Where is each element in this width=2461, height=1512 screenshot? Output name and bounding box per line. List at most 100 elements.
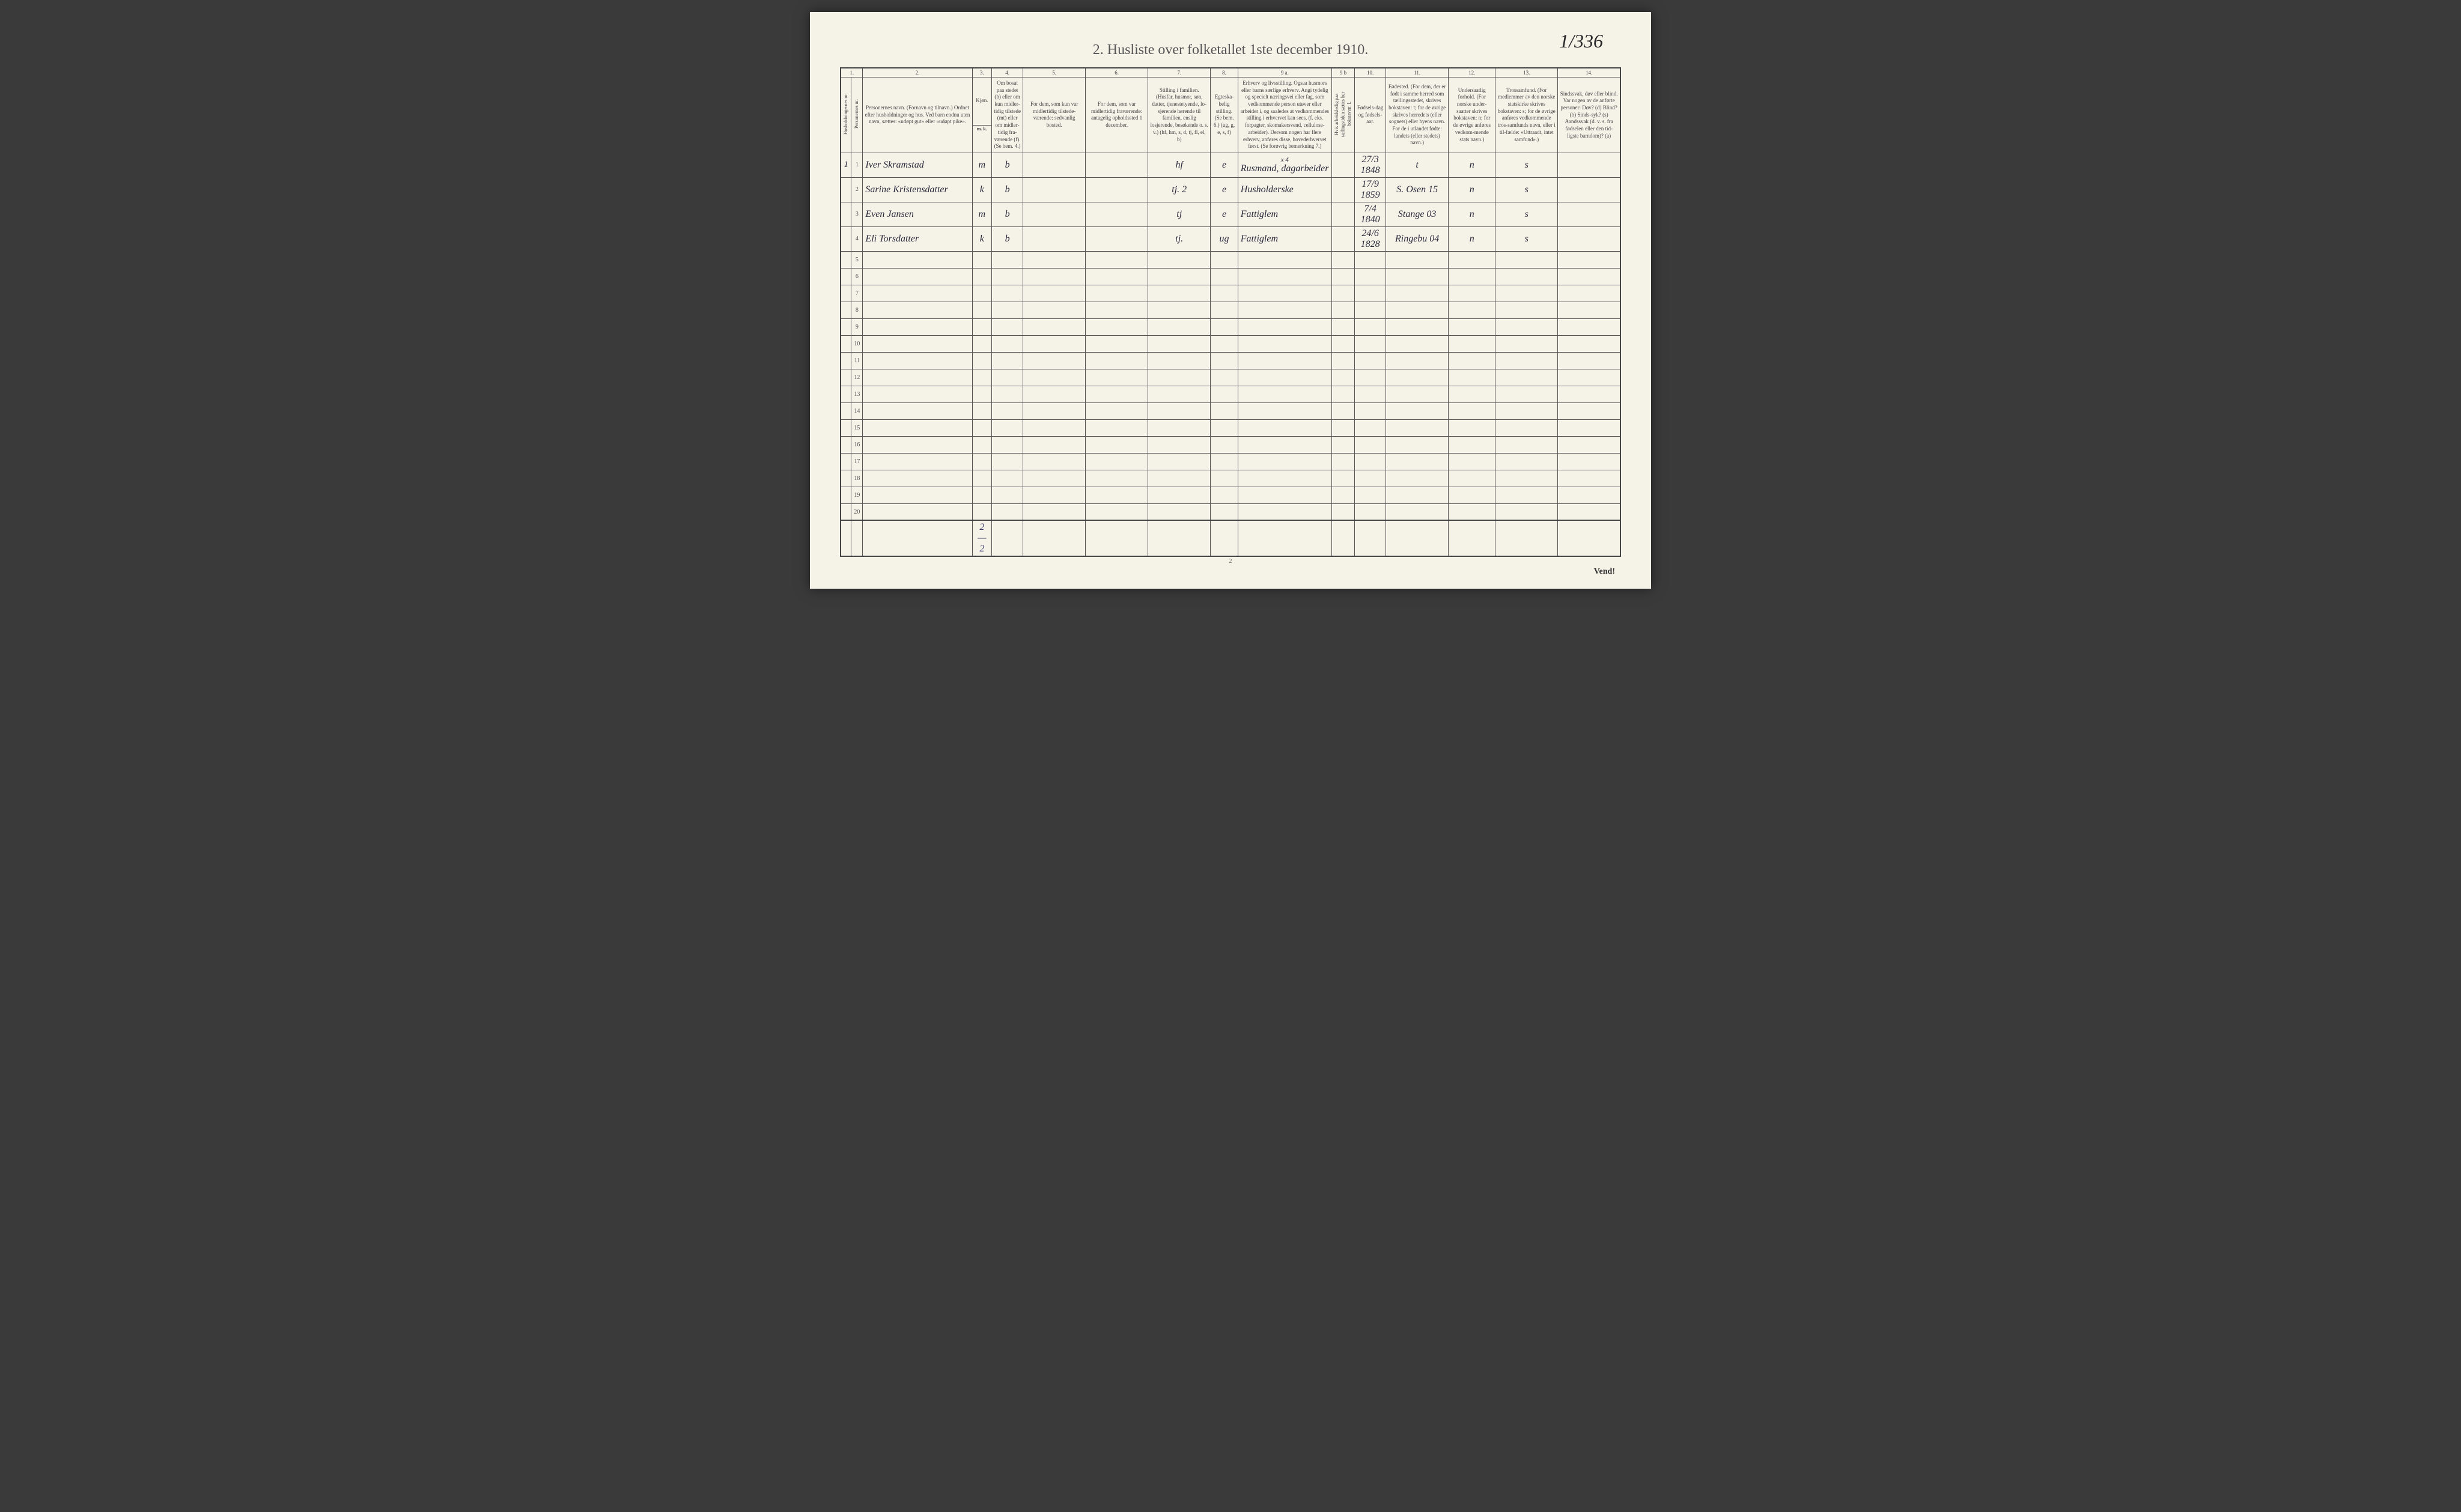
cell-birth: 27/3 1848: [1355, 153, 1386, 177]
table-row-empty: 7: [841, 285, 1620, 302]
cell-empty: [1086, 503, 1148, 520]
cell-household: [841, 386, 851, 402]
cell-empty: [1211, 335, 1238, 352]
cell-empty: [1023, 251, 1086, 268]
cell-empty: [1086, 386, 1148, 402]
colnum-9a: 9 a.: [1238, 68, 1331, 77]
cell-person-nr: 7: [851, 285, 863, 302]
cell-empty: [992, 285, 1023, 302]
cell-empty: [972, 352, 992, 369]
cell-person-nr: 10: [851, 335, 863, 352]
colnum-9b: 9 b: [1331, 68, 1354, 77]
cell-empty: [1449, 520, 1495, 556]
cell-empty: [1331, 386, 1354, 402]
cell-empty: [1238, 503, 1331, 520]
cell-empty: [1023, 335, 1086, 352]
colnum-12: 12.: [1449, 68, 1495, 77]
cell-empty: [972, 470, 992, 487]
cell-occupation: Fattiglem: [1238, 202, 1331, 226]
cell-empty: [992, 268, 1023, 285]
table-row-empty: 19: [841, 487, 1620, 503]
cell-empty: [972, 487, 992, 503]
table-body: 11Iver Skramstadmbhfex 4Rusmand, dagarbe…: [841, 153, 1620, 556]
turn-page-label: Vend!: [1594, 567, 1615, 577]
cell-birthplace: t: [1386, 153, 1449, 177]
cell-empty: [1386, 503, 1449, 520]
cell-empty: [863, 402, 972, 419]
colnum-7: 7.: [1148, 68, 1211, 77]
cell-empty: [1449, 251, 1495, 268]
cell-empty: [1355, 386, 1386, 402]
cell-empty: [972, 453, 992, 470]
table-row: 11Iver Skramstadmbhfex 4Rusmand, dagarbe…: [841, 153, 1620, 177]
cell-temp-absent: [1086, 177, 1148, 202]
cell-empty: [1331, 318, 1354, 335]
cell-empty: [1023, 453, 1086, 470]
cell-empty: [1355, 436, 1386, 453]
cell-nationality: n: [1449, 177, 1495, 202]
cell-empty: [863, 251, 972, 268]
cell-empty: [1558, 352, 1620, 369]
cell-empty: [1355, 487, 1386, 503]
cell-empty: [1086, 302, 1148, 318]
cell-empty: [972, 386, 992, 402]
cell-empty: [1331, 436, 1354, 453]
cell-totals: 2 — 2: [972, 520, 992, 556]
cell-empty: [1086, 318, 1148, 335]
cell-empty: [1449, 503, 1495, 520]
cell-empty: [992, 302, 1023, 318]
cell-empty: [1211, 318, 1238, 335]
cell-family-position: hf: [1148, 153, 1211, 177]
table-row: 4Eli Torsdatterkbtj.ugFattiglem24/6 1828…: [841, 226, 1620, 251]
cell-empty: [1449, 369, 1495, 386]
cell-empty: [992, 335, 1023, 352]
cell-empty: [1386, 335, 1449, 352]
cell-empty: [1495, 386, 1558, 402]
cell-person-nr: 3: [851, 202, 863, 226]
cell-temp-present: [1023, 177, 1086, 202]
cell-empty: [863, 268, 972, 285]
cell-empty: [1238, 470, 1331, 487]
cell-empty: [1355, 369, 1386, 386]
cell-family-position: tj.: [1148, 226, 1211, 251]
cell-empty: [1331, 335, 1354, 352]
colnum-14: 14.: [1558, 68, 1620, 77]
cell-household: [841, 177, 851, 202]
cell-empty: [1211, 352, 1238, 369]
table-row-empty: 9: [841, 318, 1620, 335]
cell-empty: [1148, 302, 1211, 318]
cell-empty: [1386, 352, 1449, 369]
cell-unemployed: [1331, 177, 1354, 202]
cell-empty: [1449, 268, 1495, 285]
cell-empty: [851, 520, 863, 556]
cell-empty: [972, 503, 992, 520]
cell-empty: [1386, 419, 1449, 436]
cell-empty: [1386, 470, 1449, 487]
cell-name: Iver Skramstad: [863, 153, 972, 177]
cell-disability: [1558, 226, 1620, 251]
cell-empty: [1148, 352, 1211, 369]
cell-empty: [992, 402, 1023, 419]
cell-household: [841, 419, 851, 436]
cell-empty: [972, 335, 992, 352]
cell-empty: [1086, 436, 1148, 453]
colnum-4: 4.: [992, 68, 1023, 77]
header-temp-present: For dem, som kun var midlertidig tilsted…: [1023, 77, 1086, 153]
cell-household: 1: [841, 153, 851, 177]
cell-marital: e: [1211, 153, 1238, 177]
cell-empty: [1331, 503, 1354, 520]
cell-empty: [863, 470, 972, 487]
cell-empty: [1331, 402, 1354, 419]
header-religion: Trossamfund. (For medlemmer av den norsk…: [1495, 77, 1558, 153]
cell-empty: [1331, 268, 1354, 285]
header-household-nr: Husholdningernes nr.: [843, 84, 849, 144]
cell-empty: [1558, 487, 1620, 503]
cell-empty: [1086, 268, 1148, 285]
cell-person-nr: 1: [851, 153, 863, 177]
cell-occupation: x 4Rusmand, dagarbeider: [1238, 153, 1331, 177]
cell-empty: [1148, 268, 1211, 285]
cell-empty: [1449, 285, 1495, 302]
cell-empty: [1386, 436, 1449, 453]
cell-empty: [992, 436, 1023, 453]
header-temp-absent: For dem, som var midlertidig fraværende:…: [1086, 77, 1148, 153]
